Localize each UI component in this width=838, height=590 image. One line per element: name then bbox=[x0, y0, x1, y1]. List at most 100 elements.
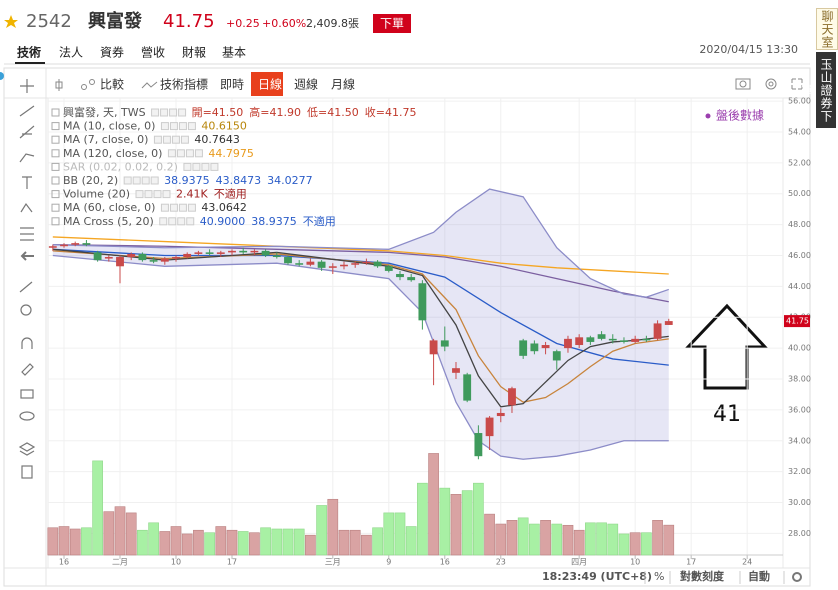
legend-toggle[interactable] bbox=[51, 217, 60, 226]
legend-icon[interactable] bbox=[176, 149, 185, 158]
legend-toggle[interactable] bbox=[51, 162, 60, 171]
volume-bar bbox=[260, 527, 271, 556]
drawing-tools[interactable] bbox=[18, 79, 36, 479]
candle-body bbox=[172, 257, 180, 259]
legend-icon[interactable] bbox=[160, 203, 169, 212]
legend-icon[interactable] bbox=[160, 108, 169, 117]
candle-body bbox=[597, 334, 606, 339]
legend-icon[interactable] bbox=[178, 108, 187, 117]
legend-icon[interactable] bbox=[178, 122, 187, 131]
tab[interactable]: 基本 bbox=[222, 46, 246, 60]
volume-bar bbox=[495, 523, 507, 556]
legend-icon[interactable] bbox=[167, 149, 176, 158]
after-hours[interactable]: 盤後數據 bbox=[716, 109, 764, 123]
status-log[interactable]: 對數刻度 bbox=[680, 569, 725, 583]
toolbar-item[interactable]: 即時 bbox=[220, 78, 244, 92]
legend-icon[interactable] bbox=[169, 122, 178, 131]
candle-body bbox=[664, 321, 673, 325]
legend-icon[interactable] bbox=[187, 122, 196, 131]
order-button[interactable] bbox=[373, 14, 411, 33]
legend-name: MA (10, close, 0) bbox=[63, 120, 155, 133]
legend-icon[interactable] bbox=[201, 162, 210, 171]
tab[interactable]: 財報 bbox=[182, 45, 206, 60]
legend-icon[interactable] bbox=[177, 217, 186, 226]
volume-bar bbox=[551, 523, 563, 556]
tab[interactable]: 資券 bbox=[100, 45, 124, 60]
legend-icon[interactable] bbox=[160, 122, 169, 131]
legend-icon[interactable] bbox=[141, 176, 150, 185]
settings-icon[interactable] bbox=[792, 572, 802, 582]
legend-icon[interactable] bbox=[150, 176, 159, 185]
candle-body bbox=[608, 338, 617, 341]
candle-body bbox=[373, 261, 382, 267]
volume-bar bbox=[641, 532, 652, 556]
legend-icon[interactable] bbox=[192, 162, 201, 171]
legend-icon[interactable] bbox=[151, 108, 160, 117]
legend-icon[interactable] bbox=[153, 190, 162, 199]
star[interactable] bbox=[4, 15, 18, 28]
toolbar-item[interactable]: 比較 bbox=[100, 77, 124, 92]
candle-body bbox=[396, 274, 404, 278]
legend-icon[interactable] bbox=[183, 162, 192, 171]
legend-value: 40.6150 bbox=[201, 120, 247, 133]
legend-icon[interactable] bbox=[168, 217, 177, 226]
volume-bar bbox=[652, 520, 663, 556]
candle-body bbox=[160, 258, 169, 262]
volume-bar bbox=[585, 522, 596, 556]
volume-bar bbox=[372, 527, 383, 556]
legend-icon[interactable] bbox=[171, 135, 180, 144]
legend-value: 40.9000 bbox=[200, 215, 246, 228]
status-percent[interactable]: % bbox=[654, 570, 664, 583]
legend-icon[interactable] bbox=[169, 108, 178, 117]
legend-icon[interactable] bbox=[186, 217, 195, 226]
toolbar-item[interactable]: 日線 bbox=[258, 77, 282, 92]
legend-icon[interactable] bbox=[178, 203, 187, 212]
candle-body bbox=[429, 340, 438, 355]
legend-toggle[interactable] bbox=[51, 149, 60, 158]
toolbar-item[interactable]: 月線 bbox=[331, 77, 355, 92]
legend-icon[interactable] bbox=[180, 135, 189, 144]
legend-icon[interactable] bbox=[210, 162, 219, 171]
legend-icon[interactable] bbox=[135, 190, 144, 199]
legend-icon[interactable] bbox=[185, 149, 194, 158]
legend-icon[interactable] bbox=[123, 176, 132, 185]
candle-body bbox=[384, 266, 393, 271]
stock-name: 興富發 bbox=[88, 10, 143, 32]
legend-icon[interactable] bbox=[144, 190, 153, 199]
side-tab-order[interactable]: 玉山證券下單 bbox=[799, 52, 836, 128]
legend-toggle[interactable] bbox=[51, 203, 60, 212]
volume-bar bbox=[137, 529, 148, 556]
app: 2542 興富發 41.75 +0.25 +0.60% 2,409.8張 下單 … bbox=[0, 10, 811, 587]
volume-bar bbox=[305, 534, 316, 556]
last-price-label: 41.75 bbox=[786, 317, 809, 326]
order-button-label[interactable]: 下單 bbox=[380, 17, 404, 31]
volume-bar bbox=[103, 511, 115, 556]
legend-icon[interactable] bbox=[187, 203, 196, 212]
legend-toggle[interactable] bbox=[51, 122, 60, 131]
y-tick-label: 46.00 bbox=[788, 251, 811, 260]
legend-name: MA (120, close, 0) bbox=[63, 147, 162, 160]
legend-toggle[interactable] bbox=[51, 108, 60, 117]
side-tab-chat[interactable]: 聊天室 bbox=[816, 8, 838, 50]
candle-body bbox=[340, 264, 348, 267]
legend-icon[interactable] bbox=[162, 190, 171, 199]
legend-toggle[interactable] bbox=[51, 135, 60, 144]
toolbar-item[interactable]: 技術指標 bbox=[160, 77, 208, 92]
volume-bar bbox=[170, 526, 182, 556]
legend-icon[interactable] bbox=[132, 176, 141, 185]
toolbar-icons[interactable] bbox=[55, 78, 803, 91]
tab[interactable]: 法人 bbox=[59, 46, 83, 60]
status-auto[interactable]: 自動 bbox=[748, 569, 770, 583]
legend-icon[interactable] bbox=[153, 135, 162, 144]
legend-icon[interactable] bbox=[162, 135, 171, 144]
candle-body bbox=[284, 257, 292, 264]
legend-icon[interactable] bbox=[169, 203, 178, 212]
legend-icon[interactable] bbox=[159, 217, 168, 226]
legend-toggle[interactable] bbox=[51, 176, 60, 185]
candle-body bbox=[351, 263, 360, 265]
legend-icon[interactable] bbox=[194, 149, 203, 158]
tab[interactable]: 技術 bbox=[17, 45, 41, 60]
legend-toggle[interactable] bbox=[51, 190, 60, 199]
tab[interactable]: 營收 bbox=[141, 46, 165, 60]
toolbar-item[interactable]: 週線 bbox=[294, 77, 318, 92]
